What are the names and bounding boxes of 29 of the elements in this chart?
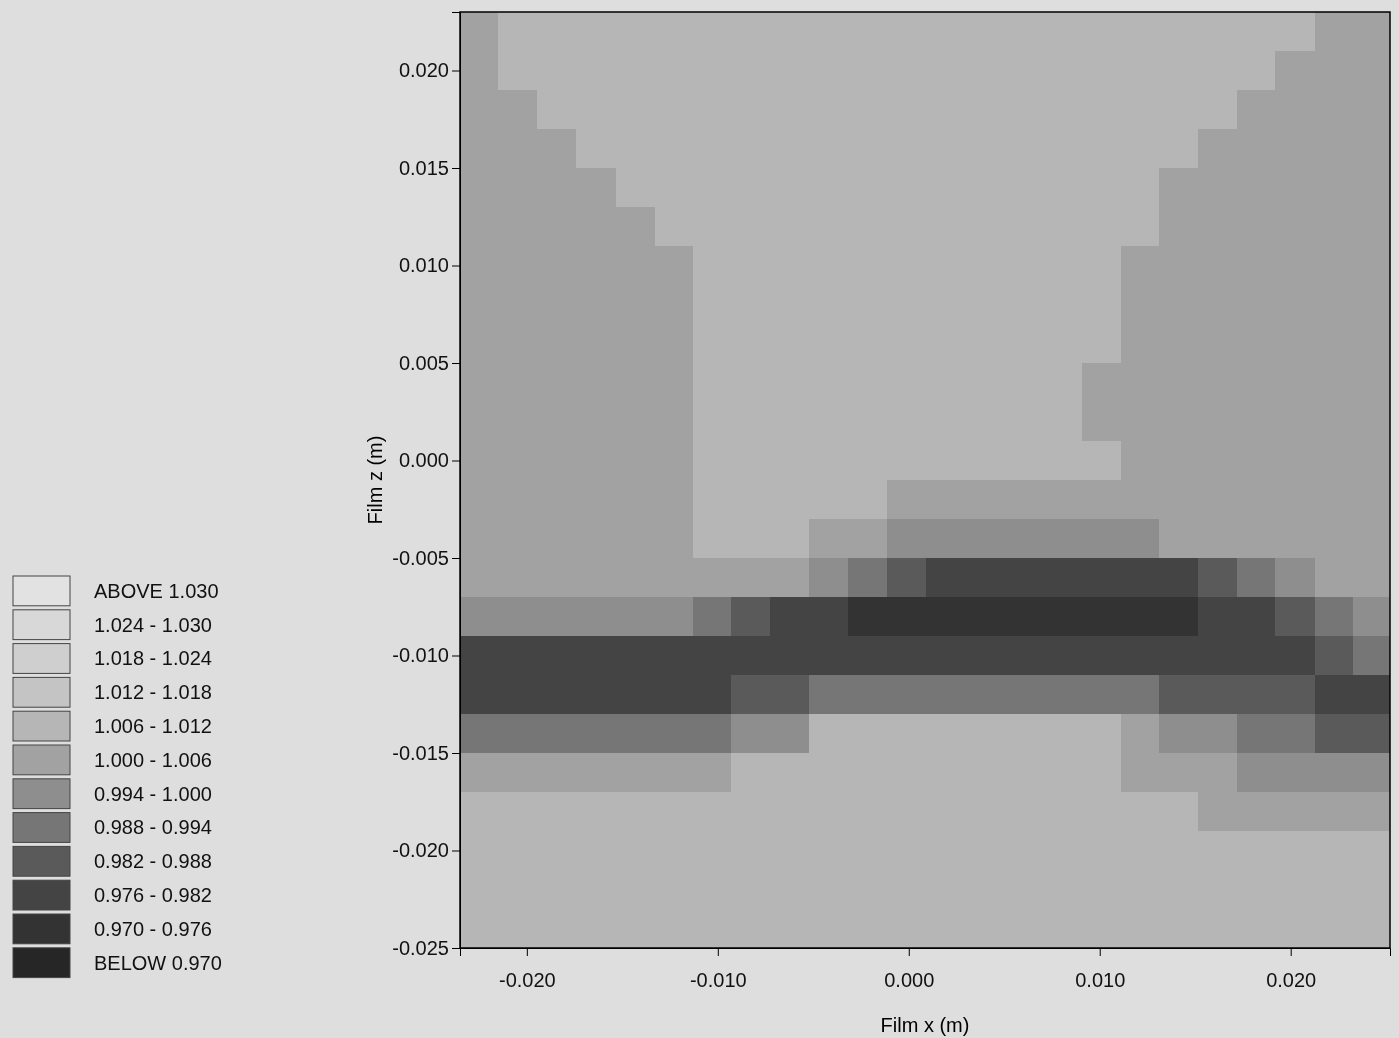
- color-bar-label: ABOVE 1.030: [94, 579, 219, 602]
- x-tick-label: 0.000: [884, 969, 935, 991]
- y-tick-label: -0.015: [392, 741, 449, 764]
- x-tick-label: 0.020: [1266, 969, 1317, 991]
- color-bar-label: BELOW 0.970: [94, 951, 222, 974]
- color-bar-label: 0.982 - 0.988: [94, 850, 212, 873]
- x-tick-label: -0.010: [689, 969, 747, 991]
- x-tick-label: -0.020: [498, 969, 556, 991]
- color-bar-label: 1.006 - 1.012: [94, 715, 212, 737]
- color-bar-label: 1.000 - 1.006: [94, 748, 212, 771]
- color-bar-label: 0.988 - 0.994: [94, 816, 212, 839]
- color-bar-label: 1.024 - 1.030: [94, 613, 212, 636]
- y-tick-label: 0.020: [398, 59, 449, 82]
- y-tick-label: -0.025: [392, 936, 449, 959]
- x-axis-title: Film x (m): [880, 1014, 970, 1036]
- color-bar-label: 1.018 - 1.024: [94, 647, 212, 670]
- y-tick-label: -0.010: [392, 644, 449, 667]
- y-tick-label: 0.005: [398, 351, 449, 374]
- color-bar-label: 0.970 - 0.976: [94, 917, 212, 940]
- color-bar-label: 1.012 - 1.018: [94, 681, 212, 704]
- color-bar-label: 0.994 - 1.000: [94, 782, 212, 805]
- x-tick-label: 0.010: [1075, 969, 1126, 991]
- y-tick-label: 0.000: [398, 449, 449, 472]
- y-tick-label: -0.020: [392, 839, 449, 862]
- color-bar-label: 0.976 - 0.982: [94, 884, 212, 906]
- y-tick-label: 0.015: [398, 156, 449, 179]
- y-axis-title: Film z (m): [364, 435, 386, 525]
- y-tick-label: -0.005: [392, 546, 449, 569]
- y-tick-label: 0.010: [398, 254, 449, 277]
